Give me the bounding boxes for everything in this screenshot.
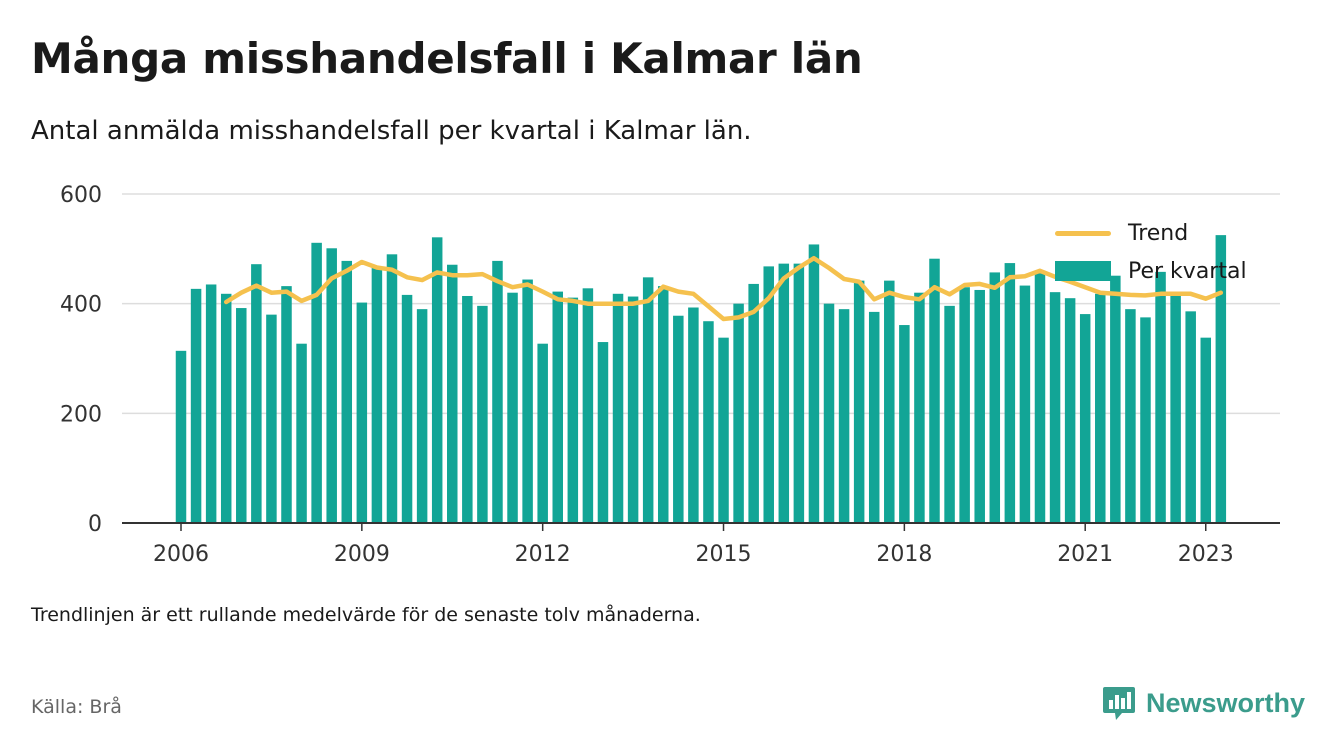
bar-q16 [401,294,413,523]
bar-q49 [899,325,910,523]
bar-q44 [823,303,835,523]
bar-q25 [537,343,548,523]
bar-q68 [1185,311,1196,523]
bar-q9 [296,343,307,523]
bar-q6 [251,264,262,523]
bar-q27 [567,297,579,523]
bar-q55 [989,272,1001,523]
bar-q43 [808,244,820,524]
legend-swatch-per-kvartal [1055,261,1111,281]
bar-q15 [386,254,398,524]
bar-q52 [944,305,955,523]
x-tick-label-2009: 2009 [334,542,390,567]
bar-q13 [356,302,368,523]
bar-q61 [1079,314,1091,523]
bar-q33 [657,286,669,523]
bar-q22 [492,260,503,523]
bar-q37 [718,337,729,523]
bar-q30 [612,293,624,523]
legend-swatch-trend [1055,230,1111,236]
bar-q40 [763,266,774,523]
bar-q65 [1140,317,1151,523]
bar-q8 [281,286,292,523]
bar-q46 [853,280,865,523]
y-tick-label-0: 0 [88,512,102,537]
brand-logo[interactable]: Newsworthy [1102,683,1305,723]
trend-footnote: Trendlinjen är ett rullande medelvärde f… [31,604,701,626]
bar-q18 [431,237,443,523]
bar-q34 [673,315,684,523]
legend-label-per-kvartal: Per kvartal [1128,258,1247,284]
legend-item-trend: Trend [1055,214,1247,252]
chart-title: Många misshandelsfall i Kalmar län [31,34,863,83]
bar-q60 [1064,298,1076,523]
bar-q7 [266,314,277,523]
bar-q35 [688,307,699,523]
bar-q11 [326,248,337,523]
bar-q70 [1215,235,1227,523]
bar-q2 [190,288,202,523]
bar-q29 [597,342,609,523]
bar-q20 [462,295,473,523]
bar-q50 [914,292,925,523]
x-tick-label-2023: 2023 [1178,542,1234,567]
bar-q10 [311,242,322,523]
bar-q58 [1034,273,1046,523]
bar-q36 [703,321,714,523]
bar-q24 [522,279,533,523]
bar-q39 [748,283,759,523]
bar-q64 [1125,309,1136,523]
bar-q19 [447,264,458,523]
bar-q63 [1110,275,1121,523]
bar-q54 [974,289,985,523]
quarterly-assault-chart: 0 200 400 600 2006 2009 2012 2015 2018 2021 2023 [60,183,1280,567]
bar-q31 [627,296,639,523]
bar-q38 [733,303,744,523]
bar-series [175,235,1227,524]
bar-q14 [371,268,383,523]
chart-legend: Trend Per kvartal [1055,214,1247,290]
axes: 0 200 400 600 2006 2009 2012 2015 2018 2021 2023 [60,183,1280,567]
legend-item-per-kvartal: Per kvartal [1055,252,1247,290]
source-credit: Källa: Brå [31,696,122,718]
bar-q4 [220,293,232,523]
bar-q32 [642,277,654,523]
bar-q21 [477,305,488,523]
bar-q12 [341,260,353,523]
bar-q42 [793,263,805,523]
bar-q66 [1155,271,1166,523]
bar-q57 [1019,285,1031,523]
bar-q51 [929,258,940,523]
bar-q67 [1170,293,1181,523]
bar-q48 [884,280,895,523]
y-tick-label-200: 200 [60,402,102,427]
x-tick-label-2006: 2006 [153,542,209,567]
bar-q1 [175,350,187,523]
bar-q59 [1049,292,1061,523]
y-tick-label-400: 400 [60,293,102,318]
bar-q3 [205,284,217,523]
x-tick-label-2018: 2018 [876,542,932,567]
bar-q56 [1004,263,1016,523]
bar-q53 [959,287,970,523]
legend-label-trend: Trend [1128,220,1189,246]
bar-q5 [236,308,247,523]
bar-q26 [552,291,563,523]
brand-name: Newsworthy [1146,687,1306,718]
bar-q47 [868,311,880,523]
bar-q69 [1200,337,1212,523]
bar-q23 [507,292,518,523]
x-tick-label-2012: 2012 [515,542,571,567]
bar-q28 [582,288,594,523]
bar-q45 [838,309,850,523]
x-tick-label-2021: 2021 [1057,542,1113,567]
newsworthy-chart-icon [1103,687,1135,720]
bar-q17 [416,309,428,523]
bar-q62 [1095,293,1106,523]
x-tick-label-2015: 2015 [696,542,752,567]
bar-q41 [778,263,790,523]
chart-subtitle: Antal anmälda misshandelsfall per kvarta… [31,116,752,146]
y-tick-label-600: 600 [60,183,102,208]
